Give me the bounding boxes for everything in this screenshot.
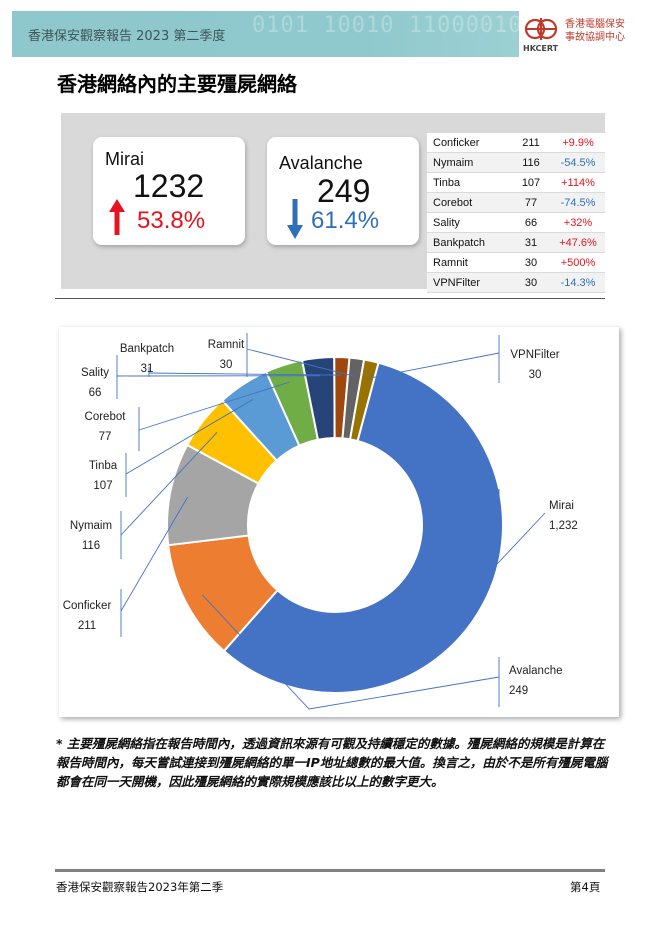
- hkcert-logo-icon: [524, 18, 558, 40]
- leader-line: [125, 399, 254, 475]
- data-label-category: Nymaim: [70, 520, 112, 532]
- arrow-up-icon: [109, 199, 125, 235]
- data-label: Conficker 211: [63, 600, 112, 632]
- leader-line: [120, 432, 218, 536]
- highlight-card-mirai: Mirai 1232 53.8%: [93, 137, 245, 245]
- footer-divider: [55, 869, 605, 872]
- hkcert-logo: 香港電腦保安 事故協調中心 HKCERT: [519, 11, 650, 57]
- highlight-change: 61.4%: [311, 207, 380, 234]
- leader-line: [201, 594, 500, 710]
- data-label: Ramnit 30: [208, 339, 245, 371]
- footer-report-name: 香港保安觀察報告2023年第二季: [56, 880, 224, 894]
- table-row: Tinba 107 +114%: [427, 172, 605, 193]
- data-label-category: Conficker: [63, 600, 112, 612]
- table-row: Nymaim 116 -54.5%: [427, 152, 605, 173]
- stats-panel: Mirai 1232 53.8% Avalanche 249 61.4% Con…: [61, 113, 605, 293]
- data-label-category: Avalanche: [509, 665, 563, 677]
- footnote: * 主要殭屍網絡指在報告時間內，透過資訊來源有可觀及持續穩定的數據。殭屍網絡的規…: [56, 736, 608, 789]
- leader-line: [148, 372, 342, 376]
- table-row: Ramnit 30 +500%: [427, 252, 605, 273]
- data-label-value: 116: [82, 540, 100, 552]
- data-label-value: 66: [89, 387, 102, 399]
- data-label-category: Tinba: [89, 460, 118, 472]
- highlight-change: 53.8%: [137, 207, 206, 234]
- page-number: 第4頁: [570, 880, 601, 894]
- table-row: Bankpatch 31 +47.6%: [427, 232, 605, 253]
- data-label: Mirai 1,232: [549, 500, 578, 532]
- table-row: Conficker 211 +9.9%: [427, 133, 605, 153]
- data-label: Corebot 77: [85, 411, 127, 443]
- data-label-value: 107: [93, 480, 112, 492]
- data-label: Sality 66: [81, 367, 109, 399]
- table-row: Sality 66 +32%: [427, 212, 605, 233]
- section-divider: [55, 298, 605, 299]
- arrow-down-icon: [287, 199, 303, 239]
- data-label-value: 77: [99, 431, 112, 443]
- data-label-value: 249: [509, 685, 528, 697]
- data-label: Avalanche 249: [509, 665, 563, 697]
- highlight-name: Avalanche: [279, 153, 363, 173]
- leader-line: [466, 512, 546, 597]
- report-title: 香港保安觀察報告 2023 第二季度: [28, 29, 226, 44]
- logo-name-cn: 香港電腦保安 事故協調中心: [565, 19, 625, 43]
- data-label: Bankpatch 31: [120, 343, 174, 375]
- data-label-value: 30: [529, 369, 542, 381]
- data-label-value: 30: [220, 359, 233, 371]
- highlight-count: 249: [317, 173, 371, 209]
- table-row: Corebot 77 -74.5%: [427, 192, 605, 213]
- data-label-category: Mirai: [549, 500, 574, 512]
- leader-line: [246, 348, 355, 377]
- botnet-summary-table: Conficker 211 +9.9% Nymaim 116 -54.5% Tinba 1…: [427, 133, 605, 293]
- table-row: VPNFilter 30 -14.3%: [427, 272, 605, 293]
- highlight-name: Mirai: [105, 149, 144, 169]
- slice-mirai: [222, 361, 504, 694]
- data-label-value: 1,232: [549, 520, 578, 532]
- data-label-category: VPNFilter: [510, 349, 559, 361]
- highlight-card-avalanche: Avalanche 249 61.4%: [267, 137, 419, 245]
- data-label-category: Sality: [81, 367, 109, 379]
- logo-name-en: HKCERT: [523, 44, 559, 53]
- data-label-category: Corebot: [85, 411, 127, 423]
- highlight-count: 1232: [133, 168, 205, 204]
- data-label-category: Ramnit: [208, 339, 245, 351]
- page-title: 香港網絡內的主要殭屍網絡: [57, 72, 297, 96]
- data-label: Nymaim 116: [70, 520, 112, 552]
- data-label: Tinba 107: [89, 460, 118, 492]
- report-header: 0101 10010 110000100101 香港保安觀察報告 2023 第二…: [12, 11, 650, 57]
- leader-line: [367, 352, 500, 379]
- leader-line: [120, 496, 189, 612]
- data-label-value: 211: [78, 620, 96, 632]
- doughnut-chart-svg: Mirai 1,232 Avalanche 249 Conficker 211 Nymaim…: [63, 333, 578, 710]
- data-label-category: Bankpatch: [120, 343, 174, 355]
- data-label: VPNFilter 30: [510, 349, 559, 381]
- slice-vpnfilter: [348, 358, 380, 443]
- leader-line: [138, 381, 290, 431]
- botnet-doughnut-chart: Mirai 1,232 Avalanche 249 Conficker 211 Nymaim…: [59, 327, 619, 717]
- data-label-value: 31: [141, 363, 154, 375]
